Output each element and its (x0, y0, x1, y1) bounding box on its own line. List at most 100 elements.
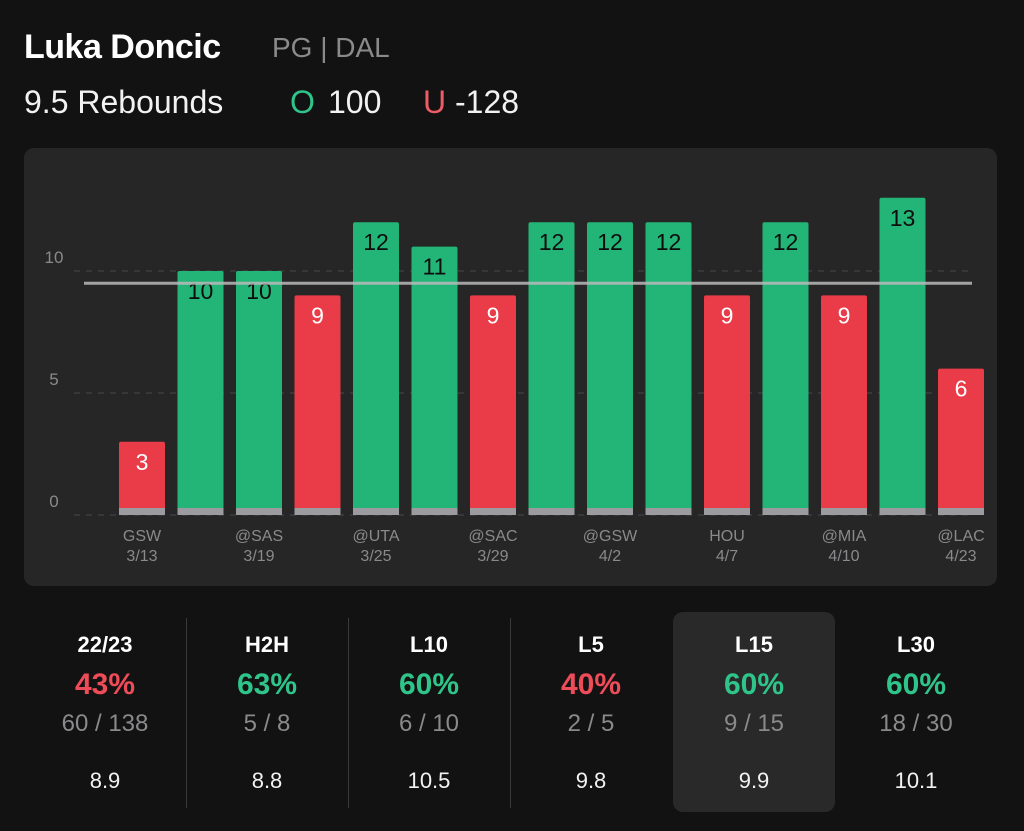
stat-label: L15 (735, 632, 773, 657)
stat-tab-l30[interactable]: L30 60% 18 / 30 10.1 (835, 612, 997, 812)
bar-value-label: 11 (423, 254, 447, 280)
stats-row: 22/23 43% 60 / 138 8.9 H2H 63% 5 / 8 8.8 L10 60% 6… (24, 612, 999, 812)
bar-value-label: 3 (136, 449, 149, 475)
bar-value-label: 12 (539, 229, 565, 255)
bar-base (762, 508, 809, 515)
bar (177, 271, 224, 515)
stat-tab-h2h[interactable]: H2H 63% 5 / 8 8.8 (186, 612, 348, 812)
stat-label: L30 (897, 632, 935, 657)
x-tick-opponent: @UTA (352, 528, 399, 545)
x-tick-date: 3/29 (477, 548, 508, 565)
x-tick-date: 4/23 (945, 548, 976, 565)
bar-base (821, 508, 867, 515)
stat-tab-22-23[interactable]: 22/23 43% 60 / 138 8.9 (24, 612, 186, 812)
y-tick-label: 0 (49, 492, 58, 511)
bar (938, 368, 984, 515)
bar-base (879, 508, 926, 515)
x-tick-date: 3/25 (360, 548, 391, 565)
stat-tab-l5[interactable]: L5 40% 2 / 5 9.8 (510, 612, 672, 812)
player-position-team: PG | DAL (272, 32, 390, 63)
y-tick-label: 5 (49, 370, 58, 389)
stat-average: 10.1 (894, 768, 938, 793)
game-log-chart: 0 5 10 3 10 10 9 12 11 9 12 12 12 9 12 9 13 6 GSW 3/13 @SAS 3… (24, 148, 997, 586)
bar (411, 246, 458, 515)
stat-label: L5 (578, 632, 604, 657)
bar (587, 222, 633, 515)
x-tick-opponent: @SAS (235, 528, 283, 545)
x-tick-date: 3/19 (243, 548, 274, 565)
stat-hit-count: 60 / 138 (61, 710, 149, 737)
x-tick-date: 4/10 (828, 548, 859, 565)
under-odds[interactable]: -128 (455, 84, 520, 120)
over-label[interactable]: O (290, 84, 315, 120)
bar (821, 295, 867, 515)
x-tick-date: 3/13 (126, 548, 157, 565)
stat-average: 9.8 (575, 768, 607, 793)
stat-hit-rate: 63% (236, 668, 298, 701)
bar (879, 197, 926, 516)
bar-base (645, 508, 692, 515)
bar-base (470, 508, 516, 515)
y-tick-label: 10 (45, 248, 64, 267)
x-tick-date: 4/7 (716, 548, 738, 565)
bar-value-label: 13 (890, 205, 916, 231)
x-tick-opponent: @LAC (937, 528, 984, 545)
bar-value-label: 6 (955, 376, 968, 402)
stat-average: 8.8 (251, 768, 283, 793)
stat-hit-rate: 60% (723, 668, 785, 701)
bar-base (704, 508, 750, 515)
stat-hit-count: 9 / 15 (723, 710, 785, 737)
bar (236, 271, 282, 515)
stat-average: 8.9 (89, 768, 121, 793)
bar (119, 441, 165, 515)
stat-hit-rate: 43% (74, 668, 136, 701)
bar-base (411, 508, 458, 515)
prop-line: 9.5 Rebounds (24, 84, 224, 120)
stat-label: L10 (410, 632, 448, 657)
stat-hit-count: 2 / 5 (567, 710, 615, 737)
bar-base (119, 508, 165, 515)
stat-average: 9.9 (738, 768, 770, 793)
bar-value-label: 9 (311, 302, 324, 328)
bar (704, 295, 750, 515)
stat-hit-rate: 60% (885, 668, 947, 701)
bar-base (528, 508, 575, 515)
stat-tab-l15[interactable]: L15 60% 9 / 15 9.9 (673, 612, 835, 812)
stat-hit-count: 18 / 30 (879, 710, 953, 737)
x-tick-opponent: HOU (709, 528, 745, 545)
bar-value-label: 9 (838, 302, 851, 328)
bar-base (294, 508, 341, 515)
stat-tab-l10[interactable]: L10 60% 6 / 10 10.5 (348, 612, 510, 812)
stat-label: 22/23 (77, 632, 133, 657)
bar (353, 222, 399, 515)
bar-base (587, 508, 633, 515)
over-odds[interactable]: 100 (328, 84, 382, 120)
x-tick-opponent: @MIA (822, 528, 867, 545)
bar-value-label: 12 (656, 229, 682, 255)
bar-value-label: 12 (363, 229, 389, 255)
bar (528, 222, 575, 515)
bar (645, 222, 692, 515)
bar (762, 222, 809, 515)
bar (294, 295, 341, 515)
stat-average: 10.5 (407, 768, 451, 793)
stat-hit-count: 6 / 10 (398, 710, 460, 737)
bar-value-label: 9 (487, 302, 500, 328)
stat-divider (348, 618, 349, 808)
under-label[interactable]: U (423, 84, 447, 120)
stat-hit-count: 5 / 8 (243, 710, 291, 737)
bar-base (353, 508, 399, 515)
player-name: Luka Doncic (24, 28, 221, 66)
stat-hit-rate: 40% (560, 668, 622, 701)
x-tick-opponent: GSW (123, 528, 162, 545)
bar-base (938, 508, 984, 515)
stat-label: H2H (244, 632, 289, 657)
stat-divider (510, 618, 511, 808)
x-tick-date: 4/2 (599, 548, 621, 565)
bar (470, 295, 516, 515)
x-tick-opponent: @GSW (583, 528, 638, 545)
bar-value-label: 12 (597, 229, 623, 255)
bar-base (177, 508, 224, 515)
bar-value-label: 9 (721, 302, 734, 328)
